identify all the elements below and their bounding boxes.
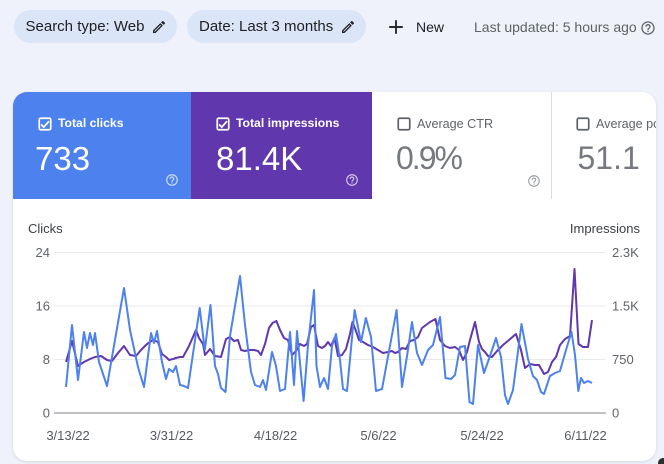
svg-text:Clicks: Clicks: [28, 221, 63, 236]
svg-text:Impressions: Impressions: [570, 221, 641, 236]
svg-text:0: 0: [612, 406, 619, 421]
svg-text:16: 16: [36, 299, 50, 314]
svg-text:3/31/22: 3/31/22: [150, 428, 193, 443]
svg-text:750: 750: [612, 352, 634, 367]
svg-text:3/13/22: 3/13/22: [46, 428, 89, 443]
svg-text:2.3K: 2.3K: [612, 245, 639, 260]
svg-text:0: 0: [43, 406, 50, 421]
svg-text:24: 24: [36, 245, 50, 260]
svg-text:4/18/22: 4/18/22: [254, 428, 297, 443]
svg-text:1.5K: 1.5K: [612, 299, 639, 314]
svg-text:6/11/22: 6/11/22: [564, 428, 606, 443]
svg-text:8: 8: [43, 352, 50, 367]
svg-text:5/6/22: 5/6/22: [360, 428, 396, 443]
svg-text:5/24/22: 5/24/22: [460, 428, 503, 443]
